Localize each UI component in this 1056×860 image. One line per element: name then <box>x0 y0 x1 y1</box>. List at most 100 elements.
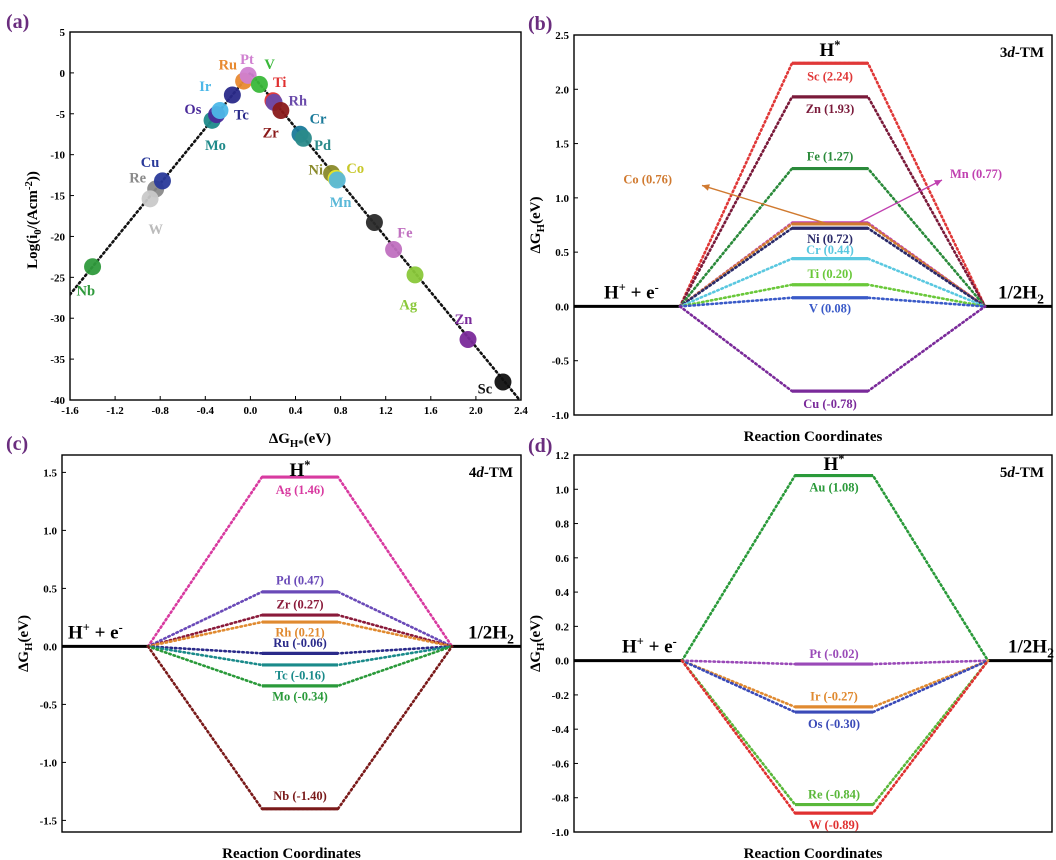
data-point-label: W <box>148 222 163 238</box>
data-point-label: Zn <box>455 312 473 328</box>
y-tick-label-b: -1.0 <box>552 410 570 422</box>
y-tick-label-c: 1.5 <box>43 467 57 479</box>
initial-state-label: H+ + e- <box>604 280 659 303</box>
x-tick-label-a: -1.6 <box>61 405 79 417</box>
y-tick-label-c: -1.5 <box>40 815 58 827</box>
data-point-label: Cu <box>141 155 160 171</box>
y-tick-label-b: -0.5 <box>552 356 570 368</box>
series-label: Mo (-0.34) <box>272 689 328 703</box>
data-point-label: Ag <box>399 297 417 313</box>
series-label: Re (-0.84) <box>808 787 860 801</box>
series-label: Ag (1.46) <box>276 483 325 497</box>
data-point-label: Nb <box>77 283 96 299</box>
data-point-tc <box>223 86 241 104</box>
series-label: Zr (0.27) <box>277 598 324 612</box>
y-tick-label-a: -15 <box>50 191 65 203</box>
panel-label-a: (a) <box>6 11 29 33</box>
series-label: Os (-0.30) <box>808 717 860 731</box>
y-tick-label-c: -0.5 <box>40 699 58 711</box>
panel-c-4d-tm-diagram: -1.5 -1.0 -0.5 0.0 0.5 1.0 1.5 Ag (1.46) Pd (0.4… <box>16 454 522 860</box>
y-tick-label-d: 0.2 <box>555 621 569 633</box>
data-point-label: Os <box>184 102 201 118</box>
y-tick-label-d: -0.2 <box>552 690 570 702</box>
adsorbed-state-label: H* <box>820 38 841 61</box>
data-point-cu <box>153 172 171 190</box>
data-point-label: Zr <box>263 126 280 142</box>
y-axis-label-a: Log(i0/(Acm-2)) <box>23 171 44 269</box>
series-label: Tc (-0.16) <box>275 668 325 682</box>
x-tick-label-a: 1.2 <box>379 405 393 417</box>
series-label: W (-0.89) <box>809 818 859 832</box>
data-point-label: Ni <box>309 162 324 178</box>
final-state-label: 1/2H2 <box>1008 637 1054 661</box>
plot-frame-d <box>573 454 1053 833</box>
panel-label-c: (c) <box>6 433 28 455</box>
initial-state-label: H+ + e- <box>622 635 677 658</box>
data-point-label: Fe <box>397 225 413 241</box>
data-point-label: Cr <box>310 112 327 128</box>
series-label: Ti (0.20) <box>808 267 853 281</box>
y-tick-label-d: 1.2 <box>555 450 569 462</box>
data-point-zr <box>272 102 290 120</box>
x-tick-label-a: 0.8 <box>334 405 348 417</box>
data-point-label: Pt <box>240 52 254 68</box>
initial-state-label: H+ + e- <box>68 620 123 643</box>
data-point-label: Ti <box>273 75 286 91</box>
data-point-label: Mo <box>205 138 226 154</box>
callout-arrowhead <box>702 184 710 191</box>
series-label: Sc (2.24) <box>807 69 853 83</box>
data-point-label: Rh <box>288 94 307 110</box>
series-label: Ni (0.72) <box>807 232 853 246</box>
y-tick-label-c: -1.0 <box>40 757 58 769</box>
plot-frame-a <box>69 31 522 401</box>
x-tick-label-a: 0.4 <box>289 405 303 417</box>
panel-title-c: 4d-TM <box>469 465 513 481</box>
x-axis-label-b: Reaction Coordinates <box>744 429 883 445</box>
y-tick-label-d: 0.8 <box>555 519 569 531</box>
data-point-label: Tc <box>234 108 249 124</box>
adsorbed-state-label: H* <box>824 452 845 475</box>
plot-frame-b <box>573 34 1053 416</box>
y-tick-label-d: 0.4 <box>555 587 569 599</box>
x-tick-label-a: 2.4 <box>514 405 528 417</box>
y-tick-label-d: -0.8 <box>552 793 570 805</box>
y-tick-label-d: 1.0 <box>555 484 569 496</box>
data-point-pd <box>294 129 312 147</box>
data-point-label: Ru <box>219 58 238 74</box>
series-label: Pt (-0.02) <box>809 647 858 661</box>
series-label: V (0.08) <box>809 302 851 316</box>
y-tick-label-a: -10 <box>50 150 65 162</box>
panel-title-b: 3d-TM <box>1000 45 1044 61</box>
y-tick-label-a: -35 <box>50 354 65 366</box>
series-label: Cu (-0.78) <box>803 397 856 411</box>
y-tick-label-a: -30 <box>50 313 65 325</box>
y-tick-label-b: 2.5 <box>555 30 569 42</box>
y-tick-label-c: 0.5 <box>43 583 57 595</box>
panel-a-volcano-plot: -1.6 -1.2 -0.8 -0.4 0.0 0.4 0.8 1.2 1.6 2.0 2.4 5 0 -… <box>23 27 528 450</box>
callout-arrow-mn <box>857 179 943 224</box>
data-point-zn <box>459 330 477 348</box>
data-point-w <box>141 190 159 208</box>
pathway-au <box>680 474 990 662</box>
final-state-label: 1/2H2 <box>468 622 514 646</box>
y-tick-label-b: 0.5 <box>555 247 569 259</box>
series-label: Zn (1.93) <box>806 102 855 116</box>
final-state-label: 1/2H2 <box>998 282 1044 306</box>
data-point-label: Sc <box>478 382 493 398</box>
y-tick-label-b: 1.5 <box>555 139 569 151</box>
y-tick-label-d: 0.0 <box>555 656 569 668</box>
data-point-unlabeled <box>365 214 383 232</box>
y-axis-label-d: ΔGH(eV) <box>528 615 547 672</box>
callout-arrowhead <box>934 179 942 187</box>
series-label: Rh (0.21) <box>275 625 324 639</box>
series-label: Mn (0.77) <box>950 167 1002 181</box>
panel-label-b: (b) <box>528 13 552 35</box>
callout-arrow-co <box>701 184 829 225</box>
y-tick-label-c: 1.0 <box>43 525 57 537</box>
panel-d-5d-tm-diagram: -1.0 -0.8 -0.6 -0.4 -0.2 0.0 0.2 0.4 0.6 0.8 1.0 1.… <box>528 450 1054 860</box>
series-label: Au (1.08) <box>809 481 858 495</box>
x-axis-label-d: Reaction Coordinates <box>744 846 883 860</box>
y-tick-label-b: 2.0 <box>555 84 569 96</box>
data-point-v <box>250 75 268 93</box>
